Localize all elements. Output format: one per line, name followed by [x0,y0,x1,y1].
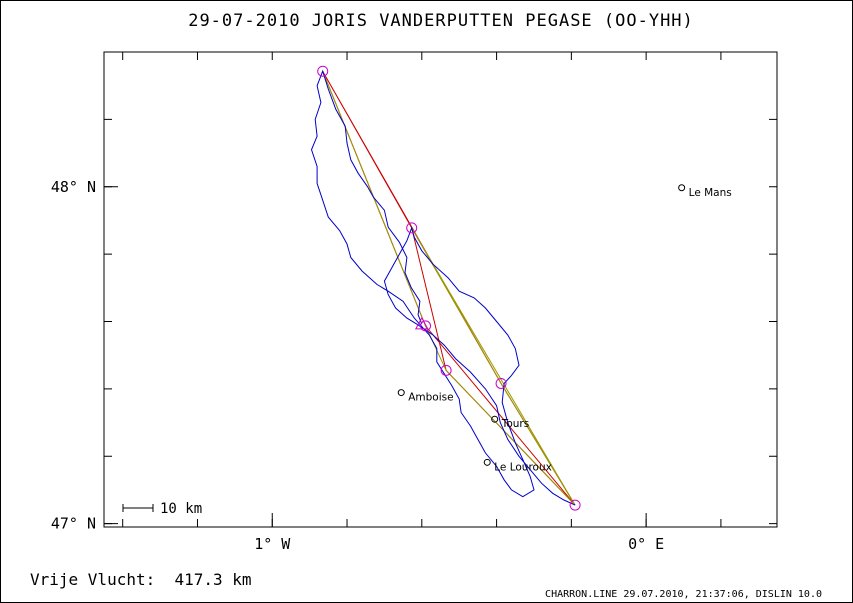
route-line [322,71,576,506]
y-tick-label: 47° N [51,515,96,533]
city-label: Le Mans [689,187,732,199]
city-marker [483,458,491,466]
x-tick-label: 0° E [628,535,664,553]
scale-bar: 10 km [122,501,202,517]
city-marker [491,415,499,423]
scale-bar-label: 10 km [160,501,202,517]
free-flight-distance: Vrije Vlucht: 417.3 km [30,570,252,589]
turnpoint-marker [569,499,581,511]
turnpoint-marker [440,364,452,376]
turnpoint-marker [406,222,418,234]
city-marker [397,389,405,397]
turnpoints [317,65,581,511]
cities: Le Mans Amboise Tours Le Louroux [397,184,732,473]
city-marker [678,184,686,192]
city-label: Amboise [408,392,453,404]
city-label: Le Louroux [494,461,552,473]
track-line [310,69,576,506]
turnpoint-marker [317,65,329,77]
chart-title: 29-07-2010 JORIS VANDERPUTTEN PEGASE (OO… [188,11,694,31]
plot-area-border [103,51,778,528]
x-tick-label: 1° W [254,535,291,553]
software-credit: CHARRON.LINE 29.07.2010, 21:37:06, DISLI… [545,589,822,600]
turnpoint-marker [420,320,432,332]
start-marker [414,316,429,330]
turnpoint-marker [495,377,507,389]
route-lines [322,70,576,506]
axis-tick-labels: 1° W 0° E 48° N 47° N [51,178,664,553]
flight-track [310,69,576,506]
axis-ticks [104,51,777,527]
city-label: Tours [501,418,529,430]
y-tick-label: 48° N [51,178,96,196]
